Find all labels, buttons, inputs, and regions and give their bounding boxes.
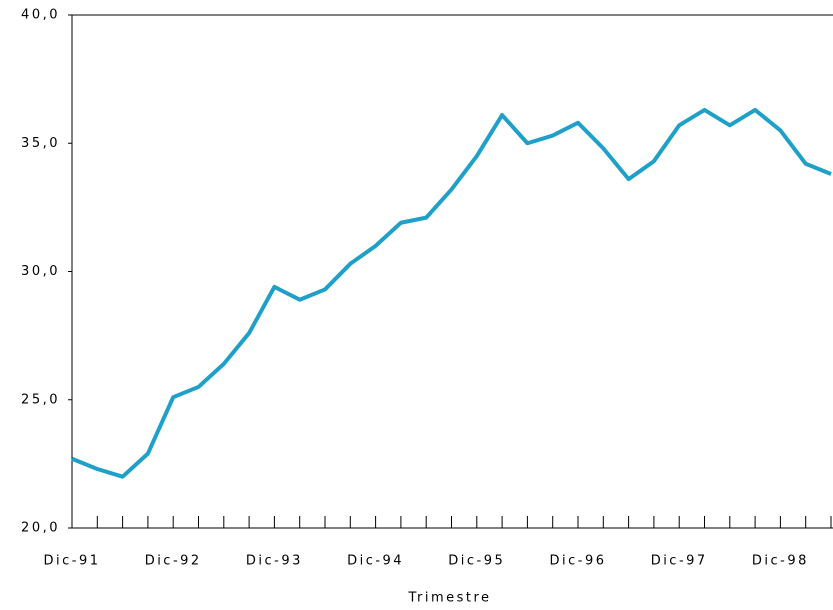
x-tick-label: Dic-92 xyxy=(145,554,202,569)
y-tick-label: 40,0 xyxy=(21,8,60,23)
data-line xyxy=(71,107,832,479)
x-tick-label: Dic-97 xyxy=(651,554,708,569)
x-tick-label: Dic-98 xyxy=(752,554,809,569)
y-tick-label: 30,0 xyxy=(21,264,60,279)
x-tick-label: Dic-91 xyxy=(43,554,100,569)
x-tick-label: Dic-95 xyxy=(448,554,505,569)
x-tick-label: Dic-93 xyxy=(246,554,303,569)
y-tick-label: 35,0 xyxy=(21,136,60,151)
x-tick-label: Dic-94 xyxy=(347,554,404,569)
y-tick-label: 25,0 xyxy=(21,392,60,407)
x-tick-label: Dic-96 xyxy=(549,554,606,569)
y-tick-label: 20,0 xyxy=(21,521,60,536)
x-axis-title: Trimestre xyxy=(407,591,491,606)
